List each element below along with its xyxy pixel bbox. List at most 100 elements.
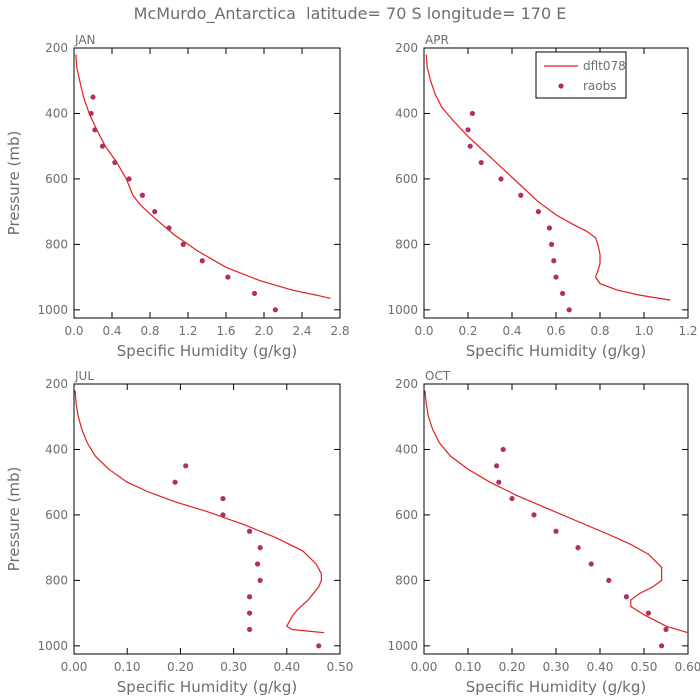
panel-jul-point-raobs bbox=[257, 577, 263, 583]
panel-jul-ylabel: Pressure (mb) bbox=[5, 467, 23, 572]
legend-model-label: dflt078 bbox=[583, 59, 626, 73]
panel-oct: OCT 0.00 0.10 0.20 0.30 0.40 0.50 0.60 200 400 600… bbox=[387, 369, 700, 696]
panel-apr-point-raobs bbox=[566, 307, 572, 313]
panel-oct-point-raobs bbox=[588, 561, 594, 567]
panel-apr-point-raobs bbox=[498, 176, 504, 182]
panel-jan-point-raobs bbox=[180, 241, 186, 247]
panel-jan-ytick-label: 800 bbox=[45, 237, 68, 251]
panel-jul-point-raobs bbox=[316, 643, 322, 649]
panel-jul-xtick-label: 0.20 bbox=[167, 660, 194, 674]
panel-jan-point-raobs bbox=[139, 192, 145, 198]
panel-jan-point-raobs bbox=[90, 94, 96, 100]
panel-apr-point-raobs bbox=[535, 209, 542, 215]
panel-oct-xtick-label: 0.10 bbox=[455, 660, 482, 674]
panel-jan-series-dflt078 bbox=[75, 54, 331, 299]
legend-box bbox=[535, 51, 627, 99]
panel-oct-point-raobs bbox=[531, 512, 537, 518]
panel-apr-ytick-label: 200 bbox=[395, 41, 418, 55]
panel-oct-label: OCT bbox=[425, 369, 451, 383]
panel-jul-point-raobs bbox=[246, 626, 253, 633]
panel-jan-xtick-label: 0.4 bbox=[102, 324, 121, 338]
panel-jul-ytick-label: 1000 bbox=[37, 639, 68, 653]
panel-jul-ytick-label: 400 bbox=[45, 442, 68, 456]
panel-oct-ytick-label: 200 bbox=[395, 377, 418, 391]
panel-apr-label: APR bbox=[425, 33, 449, 47]
panel-jan-point-raobs bbox=[88, 110, 94, 117]
panel-jan-xlabel: Specific Humidity (g/kg) bbox=[117, 342, 297, 360]
panel-apr-ytick-label: 800 bbox=[395, 237, 418, 251]
panel-apr-point-raobs bbox=[546, 225, 553, 231]
panel-apr-point-raobs bbox=[549, 241, 555, 247]
panel-oct-point-raobs bbox=[623, 594, 630, 600]
panel-oct-point-raobs bbox=[496, 479, 502, 485]
panel-jul-ytick-label: 800 bbox=[45, 573, 68, 587]
legend-obs-label: raobs bbox=[583, 79, 617, 93]
panel-jul-xtick-label: 0.30 bbox=[220, 660, 247, 674]
panel-apr-ytick-label: 400 bbox=[395, 106, 418, 120]
panel-apr-point-raobs bbox=[467, 143, 473, 149]
panel-jan-xtick-label: 0.0 bbox=[64, 324, 83, 338]
panel-jan-xtick-label: 2.4 bbox=[292, 324, 311, 338]
panel-jul-point-raobs bbox=[220, 495, 226, 502]
panel-apr-ytick-label: 1000 bbox=[387, 303, 418, 317]
panel-jul-xtick-label: 0.40 bbox=[273, 660, 300, 674]
panel-oct-ytick-label: 800 bbox=[395, 573, 418, 587]
figure-title: McMurdo_Antarctica latitude= 70 S longit… bbox=[134, 4, 567, 24]
panel-oct-xtick-label: 0.00 bbox=[411, 660, 438, 674]
panel-jul-point-raobs bbox=[172, 479, 178, 485]
panel-jul-label: JUL bbox=[74, 369, 94, 383]
panel-jul-point-raobs bbox=[220, 512, 226, 518]
panel-jul-series-dflt078 bbox=[74, 390, 325, 634]
panel-jul: JUL 0.00 0.10 0.20 0.30 0.40 0.50 200 400 600 800 1… bbox=[5, 369, 353, 696]
legend-dot-swatch bbox=[558, 83, 564, 89]
panel-jan-ytick-label: 600 bbox=[45, 172, 68, 186]
panel-apr-point-raobs bbox=[553, 274, 559, 280]
panel-oct-ytick-label: 1000 bbox=[387, 639, 418, 653]
panel-jan-point-raobs bbox=[92, 127, 98, 133]
panel-jan-point-raobs bbox=[112, 159, 118, 166]
panel-jan: JAN 0.0 0.4 0.8 1.2 1.6 2.0 2.4 2.8 200 400 600 800 1… bbox=[5, 33, 350, 360]
panel-jan-point-raobs bbox=[152, 209, 158, 215]
panel-jul-point-raobs bbox=[257, 545, 263, 551]
panel-apr-ytick-label: 600 bbox=[395, 172, 418, 186]
panel-apr-xtick-label: 0.6 bbox=[546, 324, 565, 338]
panel-jul-ytick-label: 600 bbox=[45, 508, 68, 522]
panel-oct-xtick-label: 0.40 bbox=[587, 660, 614, 674]
panel-apr-legend: dflt078 raobs bbox=[535, 51, 627, 99]
panel-oct-xtick-label: 0.20 bbox=[499, 660, 526, 674]
panel-jan-ytick-label: 1000 bbox=[37, 303, 68, 317]
panel-apr-xtick-label: 0.0 bbox=[414, 324, 433, 338]
panel-jul-point-raobs bbox=[246, 594, 253, 600]
panel-jan-label: JAN bbox=[74, 33, 96, 47]
panel-apr-point-raobs bbox=[518, 192, 524, 198]
panel-jan-point-raobs bbox=[225, 274, 231, 280]
panel-jul-point-raobs bbox=[246, 528, 253, 534]
panel-apr-point-raobs bbox=[469, 110, 475, 117]
panel-jul-xtick-label: 0.00 bbox=[61, 660, 88, 674]
panel-apr-xlabel: Specific Humidity (g/kg) bbox=[466, 342, 646, 360]
panel-apr-point-raobs bbox=[560, 290, 566, 297]
panel-oct-point-raobs bbox=[494, 463, 500, 469]
panel-jan-ytick-label: 400 bbox=[45, 106, 68, 120]
panel-jan-point-raobs bbox=[166, 225, 172, 231]
panel-jul-xlabel: Specific Humidity (g/kg) bbox=[117, 678, 297, 696]
panel-jan-point-raobs bbox=[99, 143, 106, 149]
panel-jan-ylabel: Pressure (mb) bbox=[5, 131, 23, 236]
panel-jan-frame bbox=[73, 47, 341, 319]
panel-jul-ytick-label: 200 bbox=[45, 377, 68, 391]
panel-oct-point-raobs bbox=[500, 446, 506, 453]
panel-oct-point-raobs bbox=[606, 577, 612, 583]
panel-jan-xtick-label: 1.6 bbox=[216, 324, 235, 338]
panel-oct-xlabel: Specific Humidity (g/kg) bbox=[466, 678, 646, 696]
panel-apr-point-raobs bbox=[551, 258, 557, 264]
panel-jul-point-raobs bbox=[183, 463, 189, 469]
panel-oct-point-raobs bbox=[645, 610, 652, 616]
panel-jul-frame bbox=[73, 383, 341, 655]
panel-oct-ytick-label: 600 bbox=[395, 508, 418, 522]
panel-oct-point-raobs bbox=[659, 643, 665, 649]
panel-apr: APR 0.0 0.2 0.4 0.6 0.8 1.0 1.2 200 400 600 800 1000… bbox=[387, 33, 697, 360]
panel-jan-point-raobs bbox=[199, 258, 205, 264]
panel-jul-point-raobs bbox=[254, 561, 261, 567]
panel-jul-point-raobs bbox=[246, 610, 253, 616]
